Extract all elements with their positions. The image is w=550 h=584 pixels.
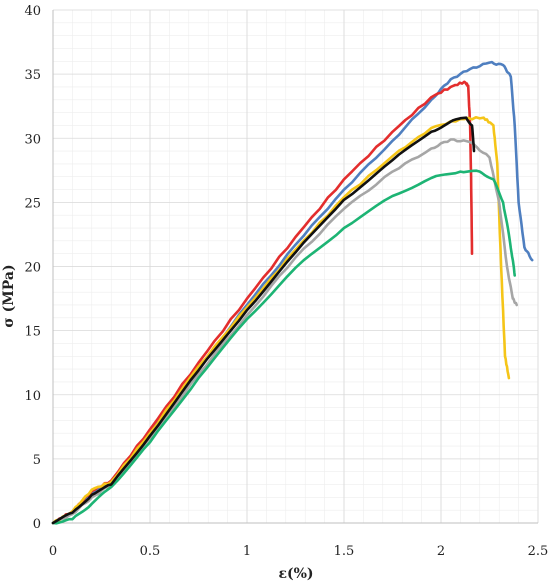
x-tick-label: 1.5 [334,544,355,559]
y-tick-label: 5 [33,453,41,468]
y-tick-label: 35 [24,68,41,83]
series-line-6 [51,116,476,525]
series-line-5 [51,169,516,525]
x-tick-label: 0.5 [140,544,161,559]
x-tick-label: 1 [243,544,251,559]
y-tick-label: 10 [24,389,41,404]
y-axis-label: σ (MPa) [1,264,17,327]
tick-labels: 0 0.5 1 1.5 2 2.5 0 5 10 15 20 25 30 35 40 [24,4,548,559]
x-axis-label: ε(%) [278,566,313,582]
y-tick-label: 25 [24,196,41,211]
y-tick-label: 0 [33,517,41,532]
series-line-3 [51,116,511,525]
axes [52,10,538,524]
y-tick-label: 30 [24,132,41,147]
series-group [51,60,534,525]
x-tick-label: 2 [437,544,445,559]
series-line-4 [51,138,518,525]
y-tick-label: 40 [24,4,41,19]
y-tick-label: 15 [24,325,41,340]
x-tick-label: 0 [49,544,57,559]
y-tick-label: 20 [24,261,41,276]
x-tick-label: 2.5 [528,544,549,559]
grid [52,9,539,524]
